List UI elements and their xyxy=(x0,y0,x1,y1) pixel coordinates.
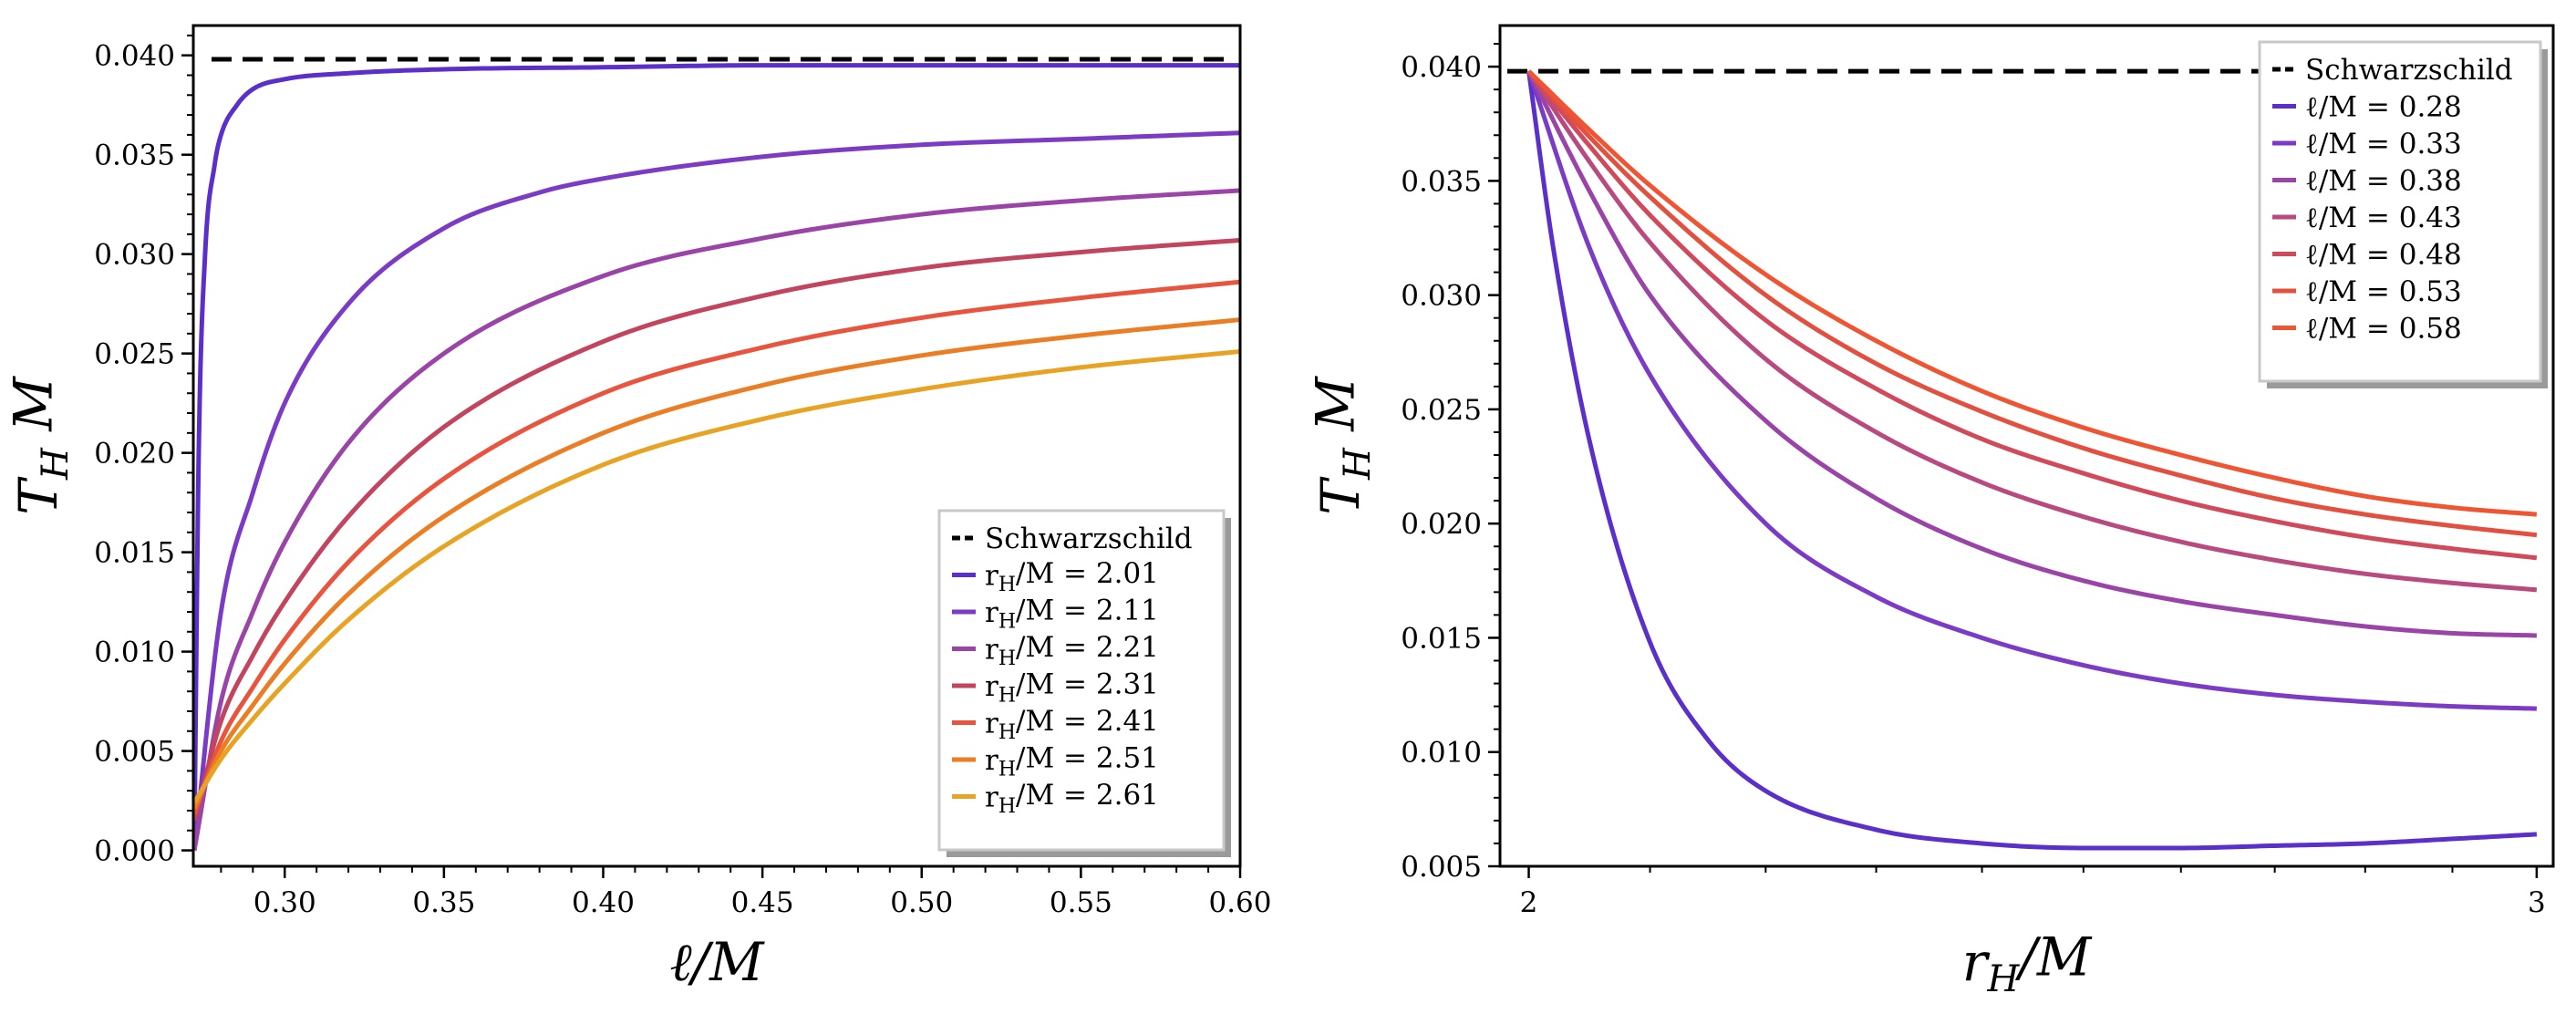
legend-entry-label: rH/M = 2.51 xyxy=(985,741,1159,781)
legend: Schwarzschild ℓ/M = 0.28 ℓ/M = 0.33 ℓ/M = 0… xyxy=(2258,40,2548,388)
series-line-5 xyxy=(193,279,1240,816)
legend-entry-label: ℓ/M = 0.43 xyxy=(2305,202,2462,234)
x-tick-label: 0.40 xyxy=(572,886,635,919)
legend-entry-label: rH/M = 2.11 xyxy=(985,594,1159,633)
x-tick-label: 0.45 xyxy=(731,886,794,919)
y-axis-label: TH M xyxy=(3,376,77,515)
legend-entry-label: Schwarzschild xyxy=(2305,54,2513,87)
plot-frame xyxy=(1498,24,2555,868)
y-tick-label: 0.020 xyxy=(94,438,175,471)
series-line-4 xyxy=(1526,69,2538,593)
y-tick-label: 0.010 xyxy=(94,636,175,669)
legend-entry-label: ℓ/M = 0.48 xyxy=(2305,239,2462,272)
x-tick-label: 0.30 xyxy=(253,886,316,919)
legend-entry-label: ℓ/M = 0.58 xyxy=(2305,313,2462,346)
x-tick-label: 0.60 xyxy=(1208,886,1271,919)
legend-entry-label: ℓ/M = 0.53 xyxy=(2305,275,2462,308)
series-line-3 xyxy=(1526,69,2537,638)
series-line-3 xyxy=(193,188,1240,851)
series-line-1 xyxy=(193,63,1240,851)
legend-entry-label: rH/M = 2.21 xyxy=(985,631,1159,670)
y-axis-label: TH M xyxy=(1305,376,1379,515)
y-tick-label: 0.035 xyxy=(1401,165,1482,198)
y-tick-label: 0.040 xyxy=(94,40,175,73)
x-axis-label: rH/M xyxy=(1962,926,2093,1000)
y-tick-label: 0.025 xyxy=(94,338,175,371)
x-axis-label: ℓ/M xyxy=(669,931,765,993)
legend-entry-label: rH/M = 2.01 xyxy=(985,557,1159,596)
series-line-7 xyxy=(193,348,1240,804)
y-tick-label: 0.010 xyxy=(1401,737,1482,770)
y-tick-label: 0.020 xyxy=(1401,508,1482,541)
series-line-5 xyxy=(1526,69,2538,561)
x-tick-label: 2 xyxy=(1520,886,1538,919)
series-line-4 xyxy=(193,237,1240,822)
legend-entry-label: rH/M = 2.61 xyxy=(985,779,1159,818)
y-tick-label: 0.015 xyxy=(94,537,175,570)
legend-entry-label: ℓ/M = 0.33 xyxy=(2305,128,2462,160)
y-tick-label: 0.025 xyxy=(1401,394,1482,427)
y-tick-label: 0.005 xyxy=(94,736,175,769)
legend-entry-label: rH/M = 2.41 xyxy=(985,705,1159,744)
x-tick-label: 0.50 xyxy=(890,886,953,919)
y-tick-label: 0.030 xyxy=(94,239,175,272)
plot-frame xyxy=(191,24,1242,868)
legend-entry-label: rH/M = 2.31 xyxy=(985,667,1159,707)
legend-box xyxy=(937,509,1226,852)
y-tick-label: 0.040 xyxy=(1401,51,1482,84)
series-line-6 xyxy=(1526,69,2538,538)
x-tick-label: 3 xyxy=(2528,886,2546,919)
y-tick-label: 0.015 xyxy=(1401,622,1482,655)
series-line-6 xyxy=(193,317,1240,810)
y-tick-label: 0.005 xyxy=(1401,851,1482,884)
chart-panel-1: 0.000 0.005 0.010 0.015 0.020 0.025 0.030 0.035… xyxy=(3,24,1272,993)
y-tick-label: 0.000 xyxy=(94,835,175,868)
x-tick-label: 0.55 xyxy=(1050,886,1112,919)
y-tick-label: 0.030 xyxy=(1401,280,1482,313)
x-tick-label: 0.35 xyxy=(412,886,475,919)
series-line-2 xyxy=(193,130,1240,851)
chart-panel-2: 0.005 0.010 0.015 0.020 0.025 0.030 0.035 0.040… xyxy=(1305,24,2555,1000)
y-tick-label: 0.035 xyxy=(94,140,175,172)
series-line-1 xyxy=(1526,70,2538,851)
legend-entry-label: ℓ/M = 0.28 xyxy=(2305,91,2462,124)
legend-entry-label: Schwarzschild xyxy=(985,523,1193,555)
series-line-7 xyxy=(1526,69,2538,517)
legend-box xyxy=(2258,40,2542,383)
legend-entry-label: ℓ/M = 0.38 xyxy=(2305,165,2462,198)
series-line-2 xyxy=(1526,70,2537,711)
